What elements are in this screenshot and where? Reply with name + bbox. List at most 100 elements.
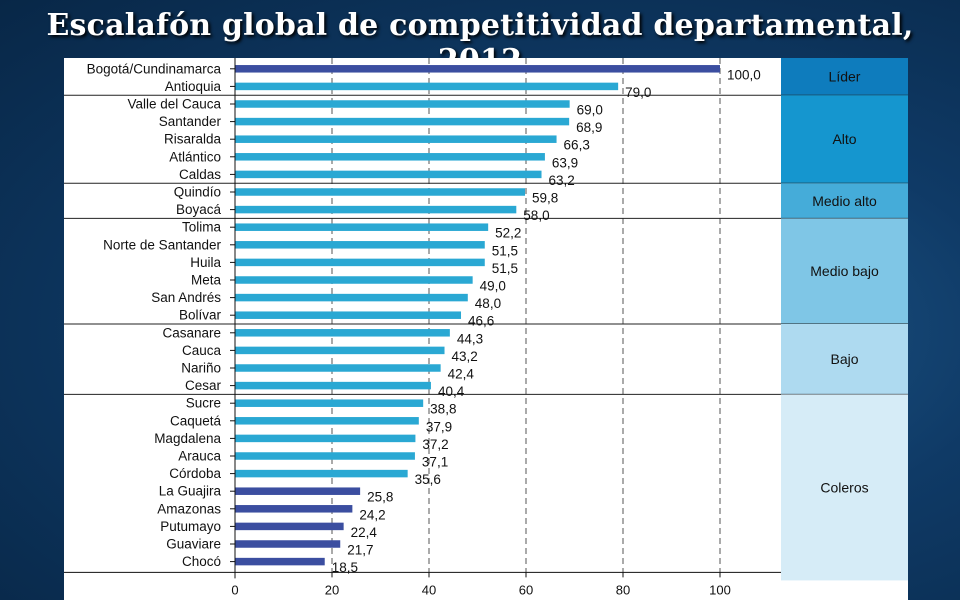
value-label: 22,4 (351, 525, 378, 540)
bar (235, 346, 445, 355)
group-label: Líder (829, 69, 861, 85)
bar (235, 329, 450, 337)
category-label: Santander (159, 114, 222, 129)
category-label: La Guajira (159, 484, 222, 499)
bar (235, 117, 570, 126)
bar (235, 153, 545, 161)
category-label: Magdalena (154, 431, 221, 446)
category-label: Boyacá (176, 202, 222, 217)
bar (235, 188, 526, 196)
bar (235, 205, 517, 214)
group-band (781, 183, 908, 219)
category-label: Bolívar (179, 308, 222, 323)
value-label: 49,0 (480, 279, 506, 294)
category-label: Huila (190, 255, 221, 270)
category-label: Casanare (162, 325, 221, 340)
bar (235, 223, 489, 231)
category-label: Guaviare (166, 537, 221, 552)
category-label: Amazonas (157, 501, 221, 516)
bar (235, 434, 416, 443)
category-label: Caldas (179, 167, 221, 182)
value-label: 21,7 (347, 543, 373, 558)
value-label: 66,3 (564, 138, 590, 153)
category-label: Sucre (186, 396, 221, 411)
category-label: Valle del Cauca (127, 97, 221, 112)
x-tick-label: 0 (231, 582, 238, 597)
value-label: 42,4 (448, 367, 475, 382)
bar (235, 487, 361, 495)
category-label: Tolima (182, 220, 222, 235)
value-label: 51,5 (492, 261, 518, 276)
value-label: 59,8 (532, 191, 558, 206)
group-label: Medio alto (812, 193, 877, 209)
category-label: Norte de Santander (103, 237, 221, 252)
value-label: 69,0 (577, 103, 603, 118)
value-label: 25,8 (367, 490, 393, 505)
bar (235, 82, 619, 91)
value-label: 44,3 (457, 331, 483, 346)
label-layer: Bogotá/Cundinamarca 100,0 Antioquia 79,0 Val… (87, 61, 761, 575)
category-label: Nariño (181, 361, 221, 376)
chart-panel: Líder Alto Medio alto Medio bajo Bajo Coleros… (64, 58, 908, 600)
competitiveness-bar-chart: Líder Alto Medio alto Medio bajo Bajo Coleros… (64, 58, 908, 597)
value-label: 24,2 (359, 507, 385, 522)
value-label: 100,0 (727, 67, 761, 82)
value-label: 58,0 (523, 208, 549, 223)
category-label: Antioquia (165, 79, 222, 94)
group-label: Medio bajo (810, 263, 879, 279)
category-label: Chocó (182, 554, 221, 569)
value-label: 52,2 (495, 226, 521, 241)
grid-layer (331, 58, 721, 573)
bar (235, 364, 441, 372)
group-label: Coleros (820, 479, 868, 495)
bar (235, 452, 415, 460)
bar (235, 540, 341, 548)
group-band (781, 95, 908, 184)
bar (235, 469, 408, 478)
category-label: Córdoba (169, 466, 221, 481)
x-tick-label: 40 (422, 582, 436, 597)
bar (235, 522, 344, 531)
value-label: 35,6 (415, 472, 441, 487)
group-band (781, 394, 908, 581)
value-label: 40,4 (438, 384, 465, 399)
bar-layer (235, 65, 720, 566)
bar (235, 135, 557, 143)
bar (235, 241, 485, 249)
bar (235, 311, 462, 319)
x-tick-label: 100 (709, 582, 731, 597)
x-tick-label: 20 (325, 582, 339, 597)
category-label: Cauca (182, 343, 222, 358)
x-tick-label: 60 (519, 582, 533, 597)
category-label: Cesar (185, 378, 222, 393)
bar (235, 399, 424, 407)
bar (235, 381, 431, 390)
group-band (781, 58, 908, 96)
value-label: 37,1 (422, 455, 448, 470)
bar (235, 505, 353, 513)
category-label: Putumayo (160, 519, 221, 534)
bar (235, 170, 542, 179)
bar (235, 276, 473, 284)
category-label: Risaralda (164, 132, 222, 147)
value-label: 46,6 (468, 314, 494, 329)
group-label: Alto (832, 131, 856, 147)
group-band (781, 218, 908, 324)
value-label: 63,9 (552, 155, 578, 170)
category-label: Meta (191, 273, 222, 288)
value-label: 68,9 (576, 120, 602, 135)
axis-layer: 0 20 40 60 80 100 (64, 58, 781, 597)
group-layer: Líder Alto Medio alto Medio bajo Bajo Coleros (64, 58, 908, 581)
x-tick-label: 80 (616, 582, 630, 597)
value-label: 18,5 (332, 560, 358, 575)
category-label: Atlántico (169, 149, 221, 164)
bar (235, 65, 720, 73)
bar (235, 557, 325, 566)
group-label: Bajo (830, 351, 858, 367)
value-label: 79,0 (625, 85, 651, 100)
category-label: San Andrés (151, 290, 221, 305)
group-band (781, 324, 908, 395)
bar (235, 417, 419, 425)
value-label: 48,0 (475, 296, 501, 311)
bar (235, 293, 468, 302)
